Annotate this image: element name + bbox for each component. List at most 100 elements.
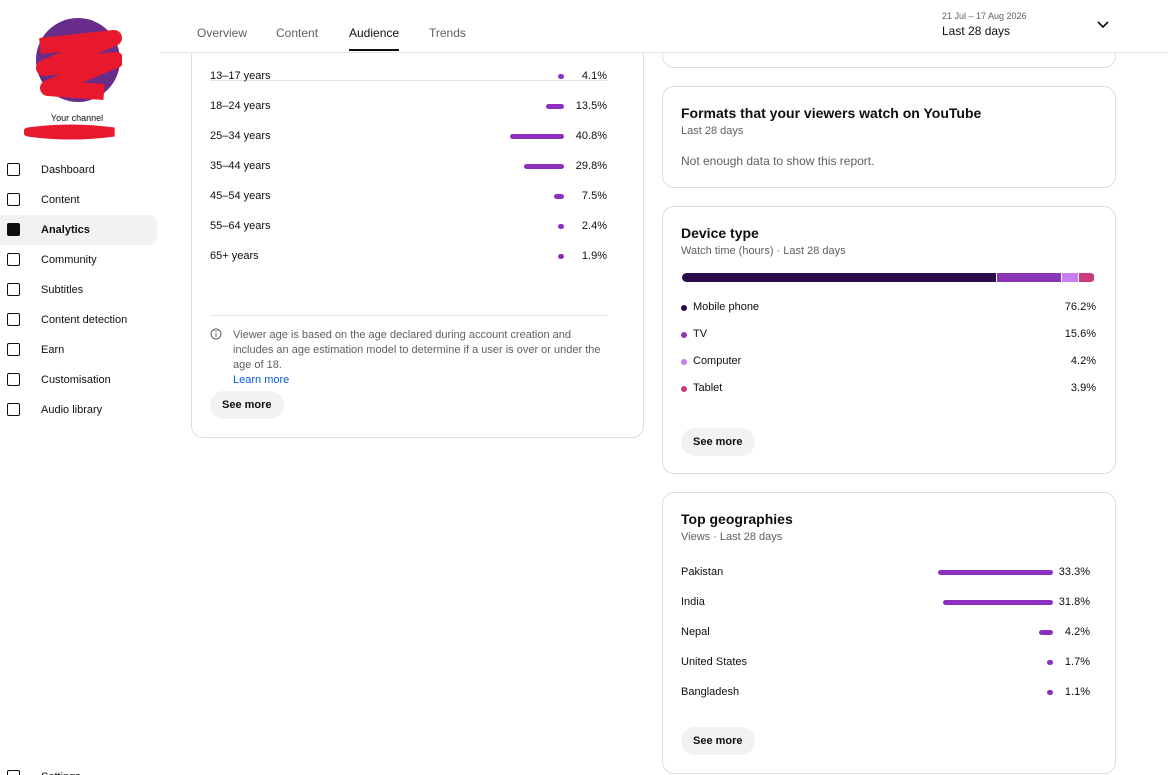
- nav-label: Customisation: [41, 374, 111, 386]
- nav-icon: [7, 193, 20, 206]
- divider: [210, 80, 607, 81]
- row-label: Tablet: [693, 382, 723, 394]
- row-value: 4.1%: [581, 70, 607, 82]
- legend-dot: [681, 386, 687, 392]
- bar: [943, 600, 1053, 605]
- device-card: Device type Watch time (hours) · Last 28…: [662, 206, 1116, 474]
- sidebar: Your channel Dashboard Content Analytics Co…: [0, 0, 160, 775]
- nav-label: Community: [41, 254, 97, 266]
- nav-label: Subtitles: [41, 284, 84, 296]
- nav-icon: [7, 163, 20, 176]
- info-icon: [210, 328, 222, 340]
- nav-label: Settings: [41, 771, 81, 775]
- card-subtitle: Views · Last 28 days: [681, 531, 783, 543]
- tab-underline: [349, 49, 399, 51]
- nav-item[interactable]: Settings: [0, 762, 157, 775]
- empty-message: Not enough data to show this report.: [681, 154, 875, 168]
- row-value: 31.8%: [1058, 596, 1090, 608]
- date-label: Last 28 days: [942, 24, 1011, 38]
- nav-icon: [7, 313, 20, 326]
- tab[interactable]: Trends: [429, 26, 466, 40]
- bar: [1038, 630, 1053, 635]
- nav-item[interactable]: Content: [0, 185, 157, 215]
- device-stacked-bar: [682, 273, 1095, 282]
- row-value: 2.4%: [581, 220, 607, 232]
- device-segment: [682, 273, 998, 282]
- bar: [1047, 690, 1053, 695]
- legend-dot: [681, 332, 687, 338]
- formats-card: Formats that your viewers watch on YouTu…: [662, 86, 1116, 188]
- header: Overview Content Audience Trends 21 Jul – 1…: [160, 0, 1168, 53]
- card-title: Device type: [681, 225, 759, 241]
- see-more-button[interactable]: See more: [681, 727, 755, 755]
- nav-icon: [7, 403, 20, 416]
- see-more-button[interactable]: See more: [210, 391, 284, 419]
- row-value: 33.3%: [1058, 566, 1090, 578]
- nav-icon: [7, 343, 20, 356]
- row-value: 40.8%: [575, 130, 607, 142]
- bar: [558, 74, 564, 79]
- nav-label: Analytics: [41, 224, 90, 236]
- see-more-button[interactable]: See more: [681, 428, 755, 456]
- nav-label: Earn: [41, 344, 65, 356]
- row-value: 4.2%: [1064, 626, 1090, 638]
- row-value: 76.2%: [1064, 301, 1096, 313]
- dropdown-icon[interactable]: [1096, 20, 1110, 30]
- device-segment: [1061, 273, 1079, 282]
- card-subtitle: Watch time (hours) · Last 28 days: [681, 245, 846, 257]
- tab[interactable]: Content: [276, 26, 319, 40]
- age-note: Viewer age is based on the age declared …: [233, 328, 605, 388]
- card-title: Top geographies: [681, 511, 793, 527]
- row-label: Bangladesh: [681, 686, 740, 698]
- bar: [509, 134, 564, 139]
- nav-item[interactable]: Earn: [0, 335, 157, 365]
- bar: [554, 194, 564, 199]
- nav-label: Content detection: [41, 314, 128, 326]
- nav-item[interactable]: Subtitles: [0, 275, 157, 305]
- row-label: 45–54 years: [210, 190, 271, 202]
- nav-icon: [7, 770, 20, 775]
- nav-item[interactable]: Analytics: [0, 215, 157, 245]
- legend-dot: [681, 359, 687, 365]
- row-label: 18–24 years: [210, 100, 271, 112]
- row-value: 15.6%: [1064, 328, 1096, 340]
- row-value: 1.9%: [581, 250, 607, 262]
- row-label: 25–34 years: [210, 130, 271, 142]
- avatar[interactable]: [34, 16, 122, 104]
- row-value: 1.1%: [1064, 686, 1090, 698]
- nav-label: Audio library: [41, 404, 103, 416]
- row-value: 7.5%: [581, 190, 607, 202]
- row-label: 65+ years: [210, 250, 259, 262]
- row-label: TV: [693, 328, 708, 340]
- bar: [524, 164, 564, 169]
- row-label: United States: [681, 656, 748, 668]
- card-subtitle: Last 28 days: [681, 125, 744, 137]
- row-label: Pakistan: [681, 566, 724, 578]
- card-title: Formats that your viewers watch on YouTu…: [681, 105, 982, 121]
- nav-item[interactable]: Dashboard: [0, 155, 157, 185]
- tab[interactable]: Overview: [197, 26, 248, 40]
- row-value: 13.5%: [575, 100, 607, 112]
- nav-item[interactable]: Customisation: [0, 365, 157, 395]
- nav-item[interactable]: Audio library: [0, 395, 157, 425]
- learn-more-link[interactable]: Learn more: [233, 374, 290, 386]
- device-segment: [1078, 273, 1095, 282]
- bar: [938, 570, 1053, 575]
- nav-icon: [7, 373, 20, 386]
- row-label: Mobile phone: [693, 301, 760, 313]
- bar: [546, 104, 564, 109]
- row-label: 35–44 years: [210, 160, 271, 172]
- row-value: 3.9%: [1070, 382, 1096, 394]
- nav-item[interactable]: Content detection: [0, 305, 157, 335]
- row-label: Computer: [693, 355, 742, 367]
- row-label: India: [681, 596, 705, 608]
- device-segment: [997, 273, 1062, 282]
- channel-label: Your channel: [50, 113, 104, 123]
- tab[interactable]: Audience: [349, 26, 400, 40]
- redaction: [24, 124, 115, 140]
- nav-icon: [7, 283, 20, 296]
- row-label: Nepal: [681, 626, 710, 638]
- bar: [558, 254, 564, 259]
- nav-item[interactable]: Community: [0, 245, 157, 275]
